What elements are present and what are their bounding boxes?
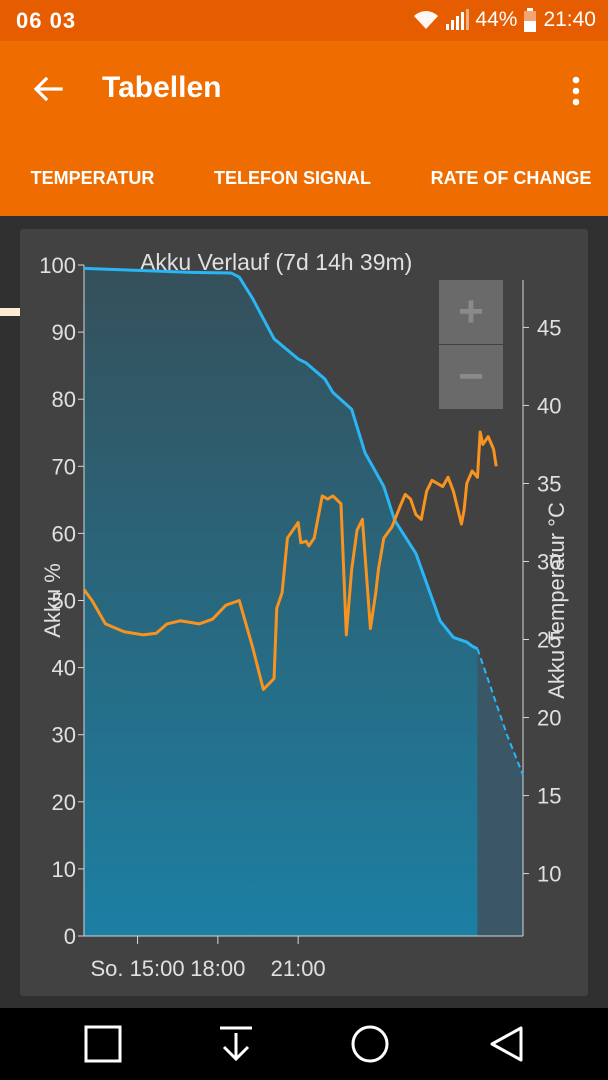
recent-apps-button[interactable] xyxy=(83,1024,123,1064)
zoom-controls: +− xyxy=(439,280,503,409)
y-left-tick-label: 70 xyxy=(52,454,76,479)
zoom-in-bg xyxy=(439,280,503,344)
square-icon xyxy=(84,1025,122,1063)
y-right-tick-label: 25 xyxy=(537,628,561,653)
zoom-in-button[interactable]: + xyxy=(439,280,503,344)
circle-icon xyxy=(351,1025,389,1063)
y-left-tick-label: 20 xyxy=(52,790,76,815)
y-left-tick-label: 0 xyxy=(64,924,76,949)
tab-temperatur[interactable]: TEMPERATUR xyxy=(30,168,155,188)
temperature-line xyxy=(82,430,498,691)
y-left-tick-label: 100 xyxy=(39,253,76,278)
status-icons: 44% 21:40 xyxy=(413,8,596,32)
y-left-tick-label: 90 xyxy=(52,320,76,345)
back-button[interactable] xyxy=(28,69,68,109)
y-right-tick-label: 10 xyxy=(537,862,561,887)
y-right-tick-label: 20 xyxy=(537,706,561,731)
overflow-menu-button[interactable] xyxy=(566,71,586,111)
tab-bar: TEMPERATUR TELEFON SIGNAL RATE OF CHANGE xyxy=(0,141,608,316)
y-left-tick-label: 80 xyxy=(52,387,76,412)
battery-area xyxy=(84,268,478,937)
y-left-tick-label: 60 xyxy=(52,521,76,546)
y-right-tick-label: 45 xyxy=(537,315,561,340)
app-bar: Tabellen TEMPERATUR TELEFON SIGNAL RATE … xyxy=(0,41,608,316)
triangle-back-icon xyxy=(490,1026,523,1062)
y-left-axis-title: Akku % xyxy=(40,563,65,638)
tab-rate-of-change[interactable]: RATE OF CHANGE xyxy=(430,168,592,188)
x-tick-label: 18:00 xyxy=(190,956,245,981)
zoom-out-bg xyxy=(439,345,503,409)
wifi-icon xyxy=(413,10,439,30)
arrow-back-icon xyxy=(33,76,63,102)
battery-history-chart[interactable]: 0 10 20 30 40 50 60 70 80 90 100 10 15 20 25 30 35 40 45 So… xyxy=(20,229,588,996)
chart-card: 0 10 20 30 40 50 60 70 80 90 100 10 15 20 25 30 35 40 45 So… xyxy=(20,229,588,996)
status-clock: 21:40 xyxy=(543,8,596,31)
signal-icon xyxy=(445,9,470,31)
y-left-tick-label: 50 xyxy=(52,589,76,614)
y-right-tick-label: 35 xyxy=(537,471,561,496)
status-time-left: 06 03 xyxy=(16,8,77,33)
y-right-tick-label: 40 xyxy=(537,393,561,418)
back-nav-button[interactable] xyxy=(486,1024,526,1064)
battery-forecast-line xyxy=(476,648,524,776)
status-bar: 06 03 44% 21:40 xyxy=(0,0,608,41)
forecast-area xyxy=(477,648,523,936)
page-title: Tabellen xyxy=(102,71,222,104)
arrow-down-bar-icon xyxy=(220,1026,252,1062)
battery-percent: 44% xyxy=(475,8,518,31)
download-button[interactable] xyxy=(216,1024,256,1064)
x-tick-label: So. 15:00 xyxy=(90,956,184,981)
battery-line xyxy=(83,266,479,651)
y-right-tick-label: 15 xyxy=(537,784,561,809)
y-left-tick-label: 40 xyxy=(52,656,76,681)
plus-icon: + xyxy=(458,287,484,336)
x-tick-label: 21:00 xyxy=(271,956,326,981)
y-left-tick-label: 10 xyxy=(52,857,76,882)
navigation-bar xyxy=(0,1008,608,1080)
home-button[interactable] xyxy=(350,1024,390,1064)
y-right-axis-title: Akku Temperatur °C xyxy=(544,502,569,699)
battery-icon xyxy=(523,8,537,32)
minus-icon: − xyxy=(458,352,484,401)
tab-telefon-signal[interactable]: TELEFON SIGNAL xyxy=(214,168,371,188)
more-vert-icon xyxy=(572,76,580,106)
y-right-tick-label: 30 xyxy=(537,549,561,574)
y-left-tick-label: 30 xyxy=(52,723,76,748)
zoom-out-button[interactable]: − xyxy=(439,345,503,409)
